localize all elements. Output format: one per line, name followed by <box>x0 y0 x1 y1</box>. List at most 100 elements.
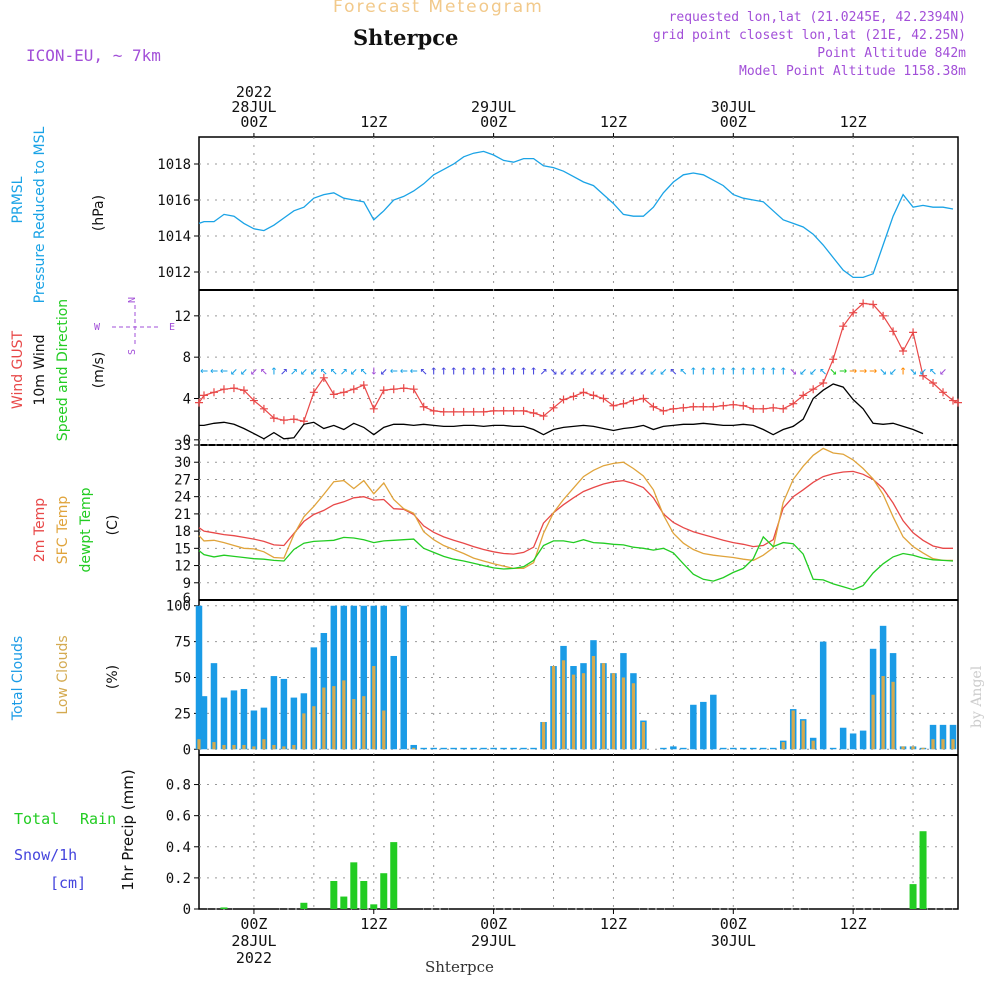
wind-direction-arrow: ↑ <box>689 364 697 379</box>
gust-marker <box>659 406 668 415</box>
low-cloud-bar <box>282 746 286 750</box>
low-cloud-bar <box>891 681 895 750</box>
low-cloud-bar <box>881 676 885 750</box>
gust-marker <box>279 416 288 425</box>
total-cloud-bar <box>400 605 407 750</box>
low-cloud-bar <box>352 699 356 750</box>
point-altitude: Point Altitude 842m <box>817 46 966 61</box>
low-cloud-bar <box>252 746 256 750</box>
total-cloud-bar <box>230 690 238 750</box>
top-time-label: 00Z <box>480 113 507 131</box>
total-cloud-bar <box>750 747 757 750</box>
compass-cross <box>112 305 158 347</box>
pressure-tick-label: 1018 <box>157 157 191 173</box>
wind-direction-arrow: ↑ <box>270 364 278 379</box>
low-cloud-bar <box>362 696 366 750</box>
rain-bar <box>370 904 378 909</box>
temp-tick-label: 12 <box>174 559 191 575</box>
gust-marker <box>869 300 878 309</box>
low-cloud-bar <box>631 683 636 750</box>
footer-station: Shterpce <box>425 958 494 976</box>
wind-direction-arrow: ↑ <box>450 364 458 379</box>
wind-direction-arrow: ↙ <box>610 364 618 379</box>
low-cloud-bar <box>551 666 556 750</box>
gust-marker <box>729 400 738 409</box>
total-cloud-bar <box>480 747 487 750</box>
gust-marker <box>399 384 408 393</box>
gust-marker <box>689 402 698 411</box>
total-cloud-bar <box>670 746 677 750</box>
low-cloud-bar <box>302 713 306 750</box>
temp-2m-label: 2m Temp <box>32 498 48 562</box>
wind-direction-arrow: ↑ <box>729 364 737 379</box>
low-cloud-bar <box>941 739 945 750</box>
low-cloud-bar <box>212 742 216 750</box>
wind-speed-direction-label: Speed and Direction <box>55 299 71 441</box>
clouds-low-label: Low Clouds <box>55 635 71 714</box>
total-cloud-bar <box>929 724 937 750</box>
gust-marker <box>499 406 508 415</box>
wind-direction-arrow: ↘ <box>789 364 797 379</box>
total-cloud-bar <box>290 697 298 750</box>
compass-n: N <box>127 297 138 303</box>
gust-marker <box>759 404 768 413</box>
gust-line <box>198 302 959 422</box>
compass-w: W <box>94 322 101 333</box>
total-cloud-bar <box>195 605 203 750</box>
total-cloud-bar <box>500 747 507 750</box>
total-cloud-bar <box>280 678 288 750</box>
gust-marker <box>954 398 962 407</box>
bottom-time-label: 12Z <box>840 915 867 933</box>
temp-tick-label: 18 <box>174 524 191 540</box>
precip-snow-label: Snow/1h <box>14 846 77 864</box>
wind-direction-arrow: ↘ <box>879 364 887 379</box>
gust-marker <box>449 407 458 416</box>
wind-direction-arrow: ↘ <box>829 364 837 379</box>
gust-marker <box>549 403 558 412</box>
top-time-label: 30JUL <box>711 98 756 116</box>
wind-direction-arrow: ↙ <box>350 364 358 379</box>
top-time-label: 00Z <box>240 113 267 131</box>
low-cloud-bar <box>911 746 915 750</box>
wind-direction-arrow: ↑ <box>699 364 707 379</box>
gust-marker <box>929 379 938 387</box>
wind-direction-arrow: ↖ <box>330 364 338 379</box>
total-cloud-bar <box>720 747 727 750</box>
temp-tick-label: 27 <box>174 472 191 488</box>
total-cloud-bar <box>510 747 517 750</box>
temp-tick-label: 9 <box>183 576 191 592</box>
bottom-time-label: 12Z <box>360 915 387 933</box>
wind-direction-arrow: → <box>849 364 857 379</box>
gust-marker <box>919 371 928 380</box>
gust-marker <box>699 402 708 411</box>
total-cloud-bar <box>200 696 208 750</box>
total-cloud-bar <box>690 704 697 750</box>
gust-marker <box>429 406 438 415</box>
gust-marker <box>809 385 818 394</box>
wind-direction-arrow: → <box>859 364 867 379</box>
pressure-label: PRMSL <box>10 176 26 223</box>
gust-marker <box>269 414 278 423</box>
total-cloud-bar <box>829 747 837 750</box>
pressure-line <box>198 150 954 279</box>
low-cloud-bar <box>292 744 296 750</box>
temp-tick-label: 6 <box>183 591 191 607</box>
precip-total-label: Total <box>14 810 59 828</box>
wind-direction-arrow: ↙ <box>799 364 807 379</box>
wind-direction-arrow: ↘ <box>909 364 917 379</box>
wind-direction-arrow: ↙ <box>630 364 638 379</box>
wind-direction-arrow: ← <box>210 364 218 379</box>
wind-direction-arrow: ↙ <box>640 364 648 379</box>
low-cloud-bar <box>581 673 586 750</box>
total-cloud-bar <box>949 724 957 750</box>
low-cloud-bar <box>312 706 316 750</box>
rain-bar <box>220 907 228 909</box>
gust-marker <box>629 396 638 405</box>
gust-marker <box>379 386 388 395</box>
gust-marker <box>349 385 358 394</box>
wind-direction-arrow: ↙ <box>230 364 238 379</box>
wind-direction-arrow: ↖ <box>320 364 328 379</box>
total-cloud-bar <box>310 647 318 750</box>
grid-coords: grid point closest lon,lat (21E, 42.25N) <box>652 28 966 43</box>
wind-direction-arrow: ↑ <box>899 364 907 379</box>
